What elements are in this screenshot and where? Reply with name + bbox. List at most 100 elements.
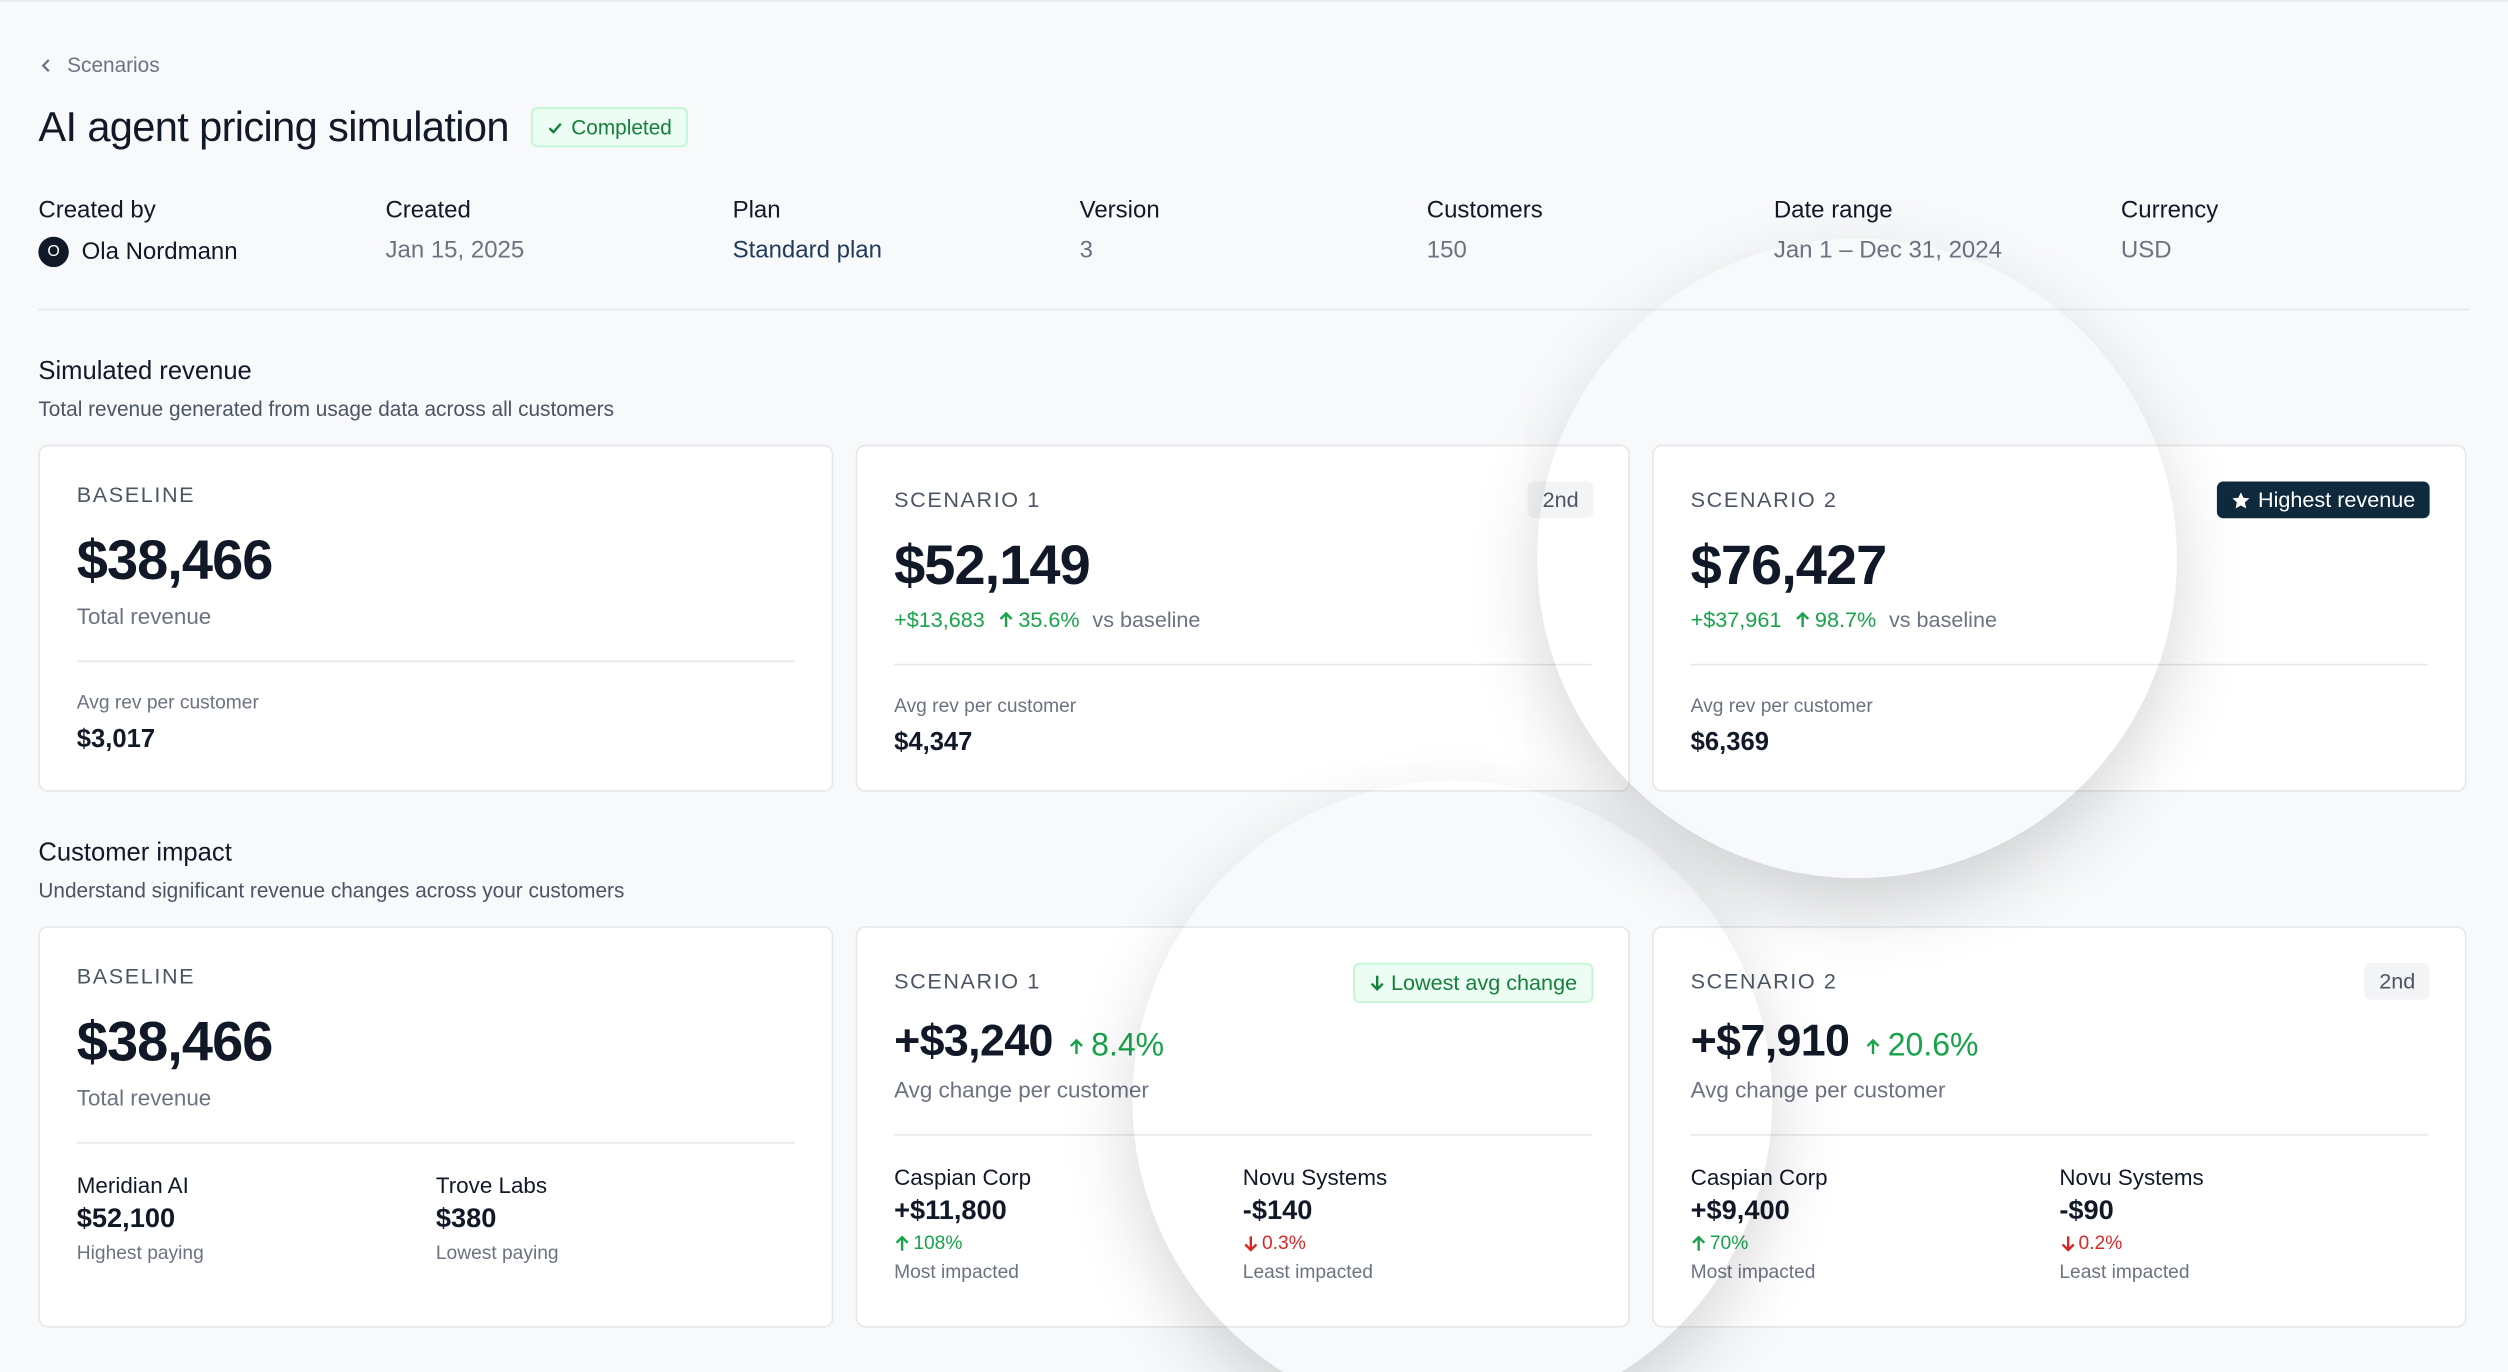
customer-caption: Most impacted xyxy=(1690,1260,1816,1283)
card-divider xyxy=(1690,1134,2429,1136)
arrow-down-icon xyxy=(1370,975,1384,991)
customer: Caspian Corp +$11,800 108% Most impacted xyxy=(894,1164,1243,1282)
meta-value-text: Ola Nordmann xyxy=(81,238,238,266)
customer-pct: 0.3% xyxy=(1243,1232,1592,1254)
customer-caption: Lowest paying xyxy=(435,1241,559,1264)
revenue-cards: BASELINE $38,466 Total revenue Avg rev pe… xyxy=(38,444,2469,792)
customer: Trove Labs $380 Lowest paying xyxy=(436,1172,795,1263)
card-divider xyxy=(76,1142,795,1144)
avatar: O xyxy=(38,236,69,268)
customer: Meridian AI $52,100 Highest paying xyxy=(77,1172,436,1263)
meta-value[interactable]: Standard plan xyxy=(733,237,1080,264)
stat-label: Avg rev per customer xyxy=(894,694,1077,717)
revenue-card: SCENARIO 1 2nd $52,149 +$13,683 35.6% vs … xyxy=(855,444,1630,792)
card-divider xyxy=(1690,663,2429,666)
pct-text: 108% xyxy=(913,1231,963,1255)
meta-label: Date range xyxy=(1773,196,1893,224)
impact-card: SCENARIO 2 2nd +$7,910 20.6% Avg change p… xyxy=(1652,926,2467,1328)
badge-text: Highest revenue xyxy=(2257,487,2416,512)
arrow-up-icon xyxy=(1866,1038,1880,1055)
value-caption: Total revenue xyxy=(76,1084,212,1111)
customer-value: $52,100 xyxy=(76,1202,176,1234)
card-value: $38,466 xyxy=(76,1010,274,1074)
breadcrumb-link[interactable]: Scenarios xyxy=(67,52,160,77)
delta-pct-text: 35.6% xyxy=(1018,607,1080,632)
customer-name: Caspian Corp xyxy=(894,1164,1032,1191)
pct-text: 0.2% xyxy=(2078,1231,2123,1255)
customer-value: -$140 xyxy=(1242,1194,1313,1226)
breadcrumb[interactable]: Scenarios xyxy=(38,52,160,77)
delta-pct-text: 98.7% xyxy=(1814,607,1877,632)
arrow-up-icon xyxy=(1070,1038,1084,1055)
customer: Novu Systems -$140 0.3% Least impacted xyxy=(1243,1164,1592,1282)
customer: Novu Systems -$90 0.2% Least impacted xyxy=(2059,1164,2428,1282)
meta-label: Created by xyxy=(38,196,156,224)
section-title: Customer impact xyxy=(38,839,232,867)
customer-name: Novu Systems xyxy=(2059,1164,2204,1191)
customer-value: +$9,400 xyxy=(1690,1194,1790,1226)
avg-change-pct: 8.4% xyxy=(1069,1028,1164,1065)
badge: Lowest avg change xyxy=(1352,962,1594,1003)
meta-item: Created by O Ola Nordmann xyxy=(38,196,385,268)
card-divider xyxy=(76,660,795,663)
customer-caption: Least impacted xyxy=(1242,1260,1373,1283)
avg-change-row: +$7,910 20.6% xyxy=(1691,1016,2428,1067)
card-label: SCENARIO 2 xyxy=(1690,487,1838,512)
card-divider xyxy=(894,1134,1592,1136)
value-caption: Avg change per customer xyxy=(1690,1076,1946,1103)
card-label: SCENARIO 1 xyxy=(894,487,1041,512)
card-divider xyxy=(894,663,1592,666)
meta-value: Jan 15, 2025 xyxy=(385,237,732,264)
arrow-up-icon xyxy=(999,611,1013,628)
badge: 2nd xyxy=(2364,962,2430,1000)
impact-cards: BASELINE $38,466 Total revenue Meridian … xyxy=(38,926,2469,1328)
arrow-up-icon xyxy=(1692,1234,1706,1251)
back-icon xyxy=(41,58,50,72)
delta-value: +$13,683 xyxy=(894,607,985,632)
header: AI agent pricing simulation Completed xyxy=(38,102,688,152)
customer-caption: Least impacted xyxy=(2059,1260,2190,1283)
meta-row: Created by O Ola Nordmann Created Jan 15, … xyxy=(38,196,2468,268)
meta-label: Currency xyxy=(2120,196,2219,224)
customer-pct: 70% xyxy=(1691,1232,2060,1254)
stat-value: $6,369 xyxy=(1690,729,1769,757)
impact-card: BASELINE $38,466 Total revenue Meridian … xyxy=(38,926,834,1328)
divider xyxy=(38,308,2470,311)
meta-item: Currency USD xyxy=(2121,197,2468,267)
meta-value-text: 3 xyxy=(1079,236,1094,264)
meta-value: O Ola Nordmann xyxy=(38,236,385,268)
section-subtitle: Total revenue generated from usage data … xyxy=(38,396,615,421)
card-value: +$7,910 xyxy=(1690,1015,1850,1066)
meta-value-text: USD xyxy=(2120,236,2172,264)
pct-text: 20.6% xyxy=(1887,1028,1979,1064)
value-caption: Total revenue xyxy=(76,603,212,629)
delta-value: +$37,961 xyxy=(1690,607,1782,632)
card-label: BASELINE xyxy=(76,964,196,989)
card-value: +$3,240 xyxy=(894,1015,1053,1066)
meta-value-text: Standard plan xyxy=(732,236,882,264)
delta-row: +$37,961 98.7% vs baseline xyxy=(1691,608,2428,632)
meta-label: Version xyxy=(1079,196,1160,224)
pct-text: 0.3% xyxy=(1262,1231,1306,1255)
meta-label: Plan xyxy=(732,196,781,224)
customer-value: $380 xyxy=(435,1202,497,1234)
avg-change-row: +$3,240 8.4% xyxy=(894,1016,1591,1067)
customer-pct: 0.2% xyxy=(2059,1232,2428,1254)
meta-item: Customers 150 xyxy=(1427,197,1774,267)
delta-caption: vs baseline xyxy=(1092,607,1201,632)
meta-item: Plan Standard plan xyxy=(733,197,1080,267)
stat-label: Avg rev per customer xyxy=(1690,694,1873,717)
meta-item: Date range Jan 1 – Dec 31, 2024 xyxy=(1774,197,2121,267)
card-value: $52,149 xyxy=(894,534,1091,597)
badge: Highest revenue xyxy=(2216,481,2430,519)
delta-row: +$13,683 35.6% vs baseline xyxy=(894,608,1591,632)
meta-value-text: Jan 15, 2025 xyxy=(385,236,525,264)
revenue-card: BASELINE $38,466 Total revenue Avg rev pe… xyxy=(38,444,834,792)
meta-value: 150 xyxy=(1427,237,1774,264)
section-title: Simulated revenue xyxy=(38,358,252,386)
pct-text: 70% xyxy=(1709,1231,1749,1255)
stat-value: $4,347 xyxy=(894,729,973,757)
customer-value: -$90 xyxy=(2059,1194,2114,1226)
customer-list: Caspian Corp +$9,400 70% Most impacted Nov… xyxy=(1691,1164,2428,1282)
